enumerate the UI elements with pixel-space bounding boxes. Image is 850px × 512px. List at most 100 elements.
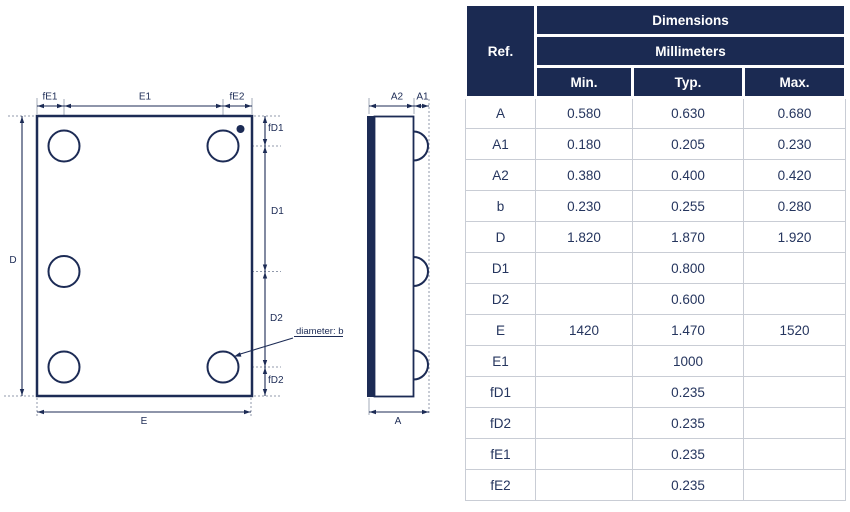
- table-row: fD1 0.235: [465, 376, 847, 408]
- label-D2: D2: [270, 313, 283, 324]
- min-cell: 1.820: [535, 221, 633, 253]
- max-cell: [742, 345, 847, 377]
- label-D1: D1: [271, 206, 284, 217]
- min-cell: 0.580: [535, 97, 633, 129]
- ball-pad-circle: [47, 129, 81, 163]
- ref-cell: fE2: [465, 469, 536, 501]
- typ-header: Typ.: [631, 65, 745, 99]
- ref-header: Ref.: [464, 3, 537, 99]
- dimension-lines: [21, 105, 429, 413]
- max-cell: 0.230: [742, 128, 847, 160]
- ref-cell: b: [465, 190, 536, 222]
- table-row: E 1420 1.470 1520: [465, 314, 847, 346]
- label-A1: A1: [416, 92, 429, 103]
- ref-cell: fE1: [465, 438, 536, 470]
- ref-cell: fD1: [465, 376, 536, 408]
- min-cell: [535, 283, 633, 315]
- table-row: A 0.580 0.630 0.680: [465, 97, 847, 129]
- max-cell: [742, 469, 847, 501]
- max-cell: [742, 438, 847, 470]
- table-row: E1 1000: [465, 345, 847, 377]
- max-cell: 1520: [742, 314, 847, 346]
- max-header: Max.: [741, 65, 848, 99]
- typ-cell: 0.235: [632, 438, 744, 470]
- table-row: D2 0.600: [465, 283, 847, 315]
- table-row: A1 0.180 0.205 0.230: [465, 128, 847, 160]
- typ-cell: 1000: [632, 345, 744, 377]
- ref-cell: D2: [465, 283, 536, 315]
- table-row: fE1 0.235: [465, 438, 847, 470]
- typ-cell: 0.600: [632, 283, 744, 315]
- package-diagram: fE1 E1 fE2 D E fD1 D1 D2 fD2 diameter: b…: [4, 92, 430, 428]
- min-cell: 0.380: [535, 159, 633, 191]
- min-cell: [535, 376, 633, 408]
- ref-cell: E1: [465, 345, 536, 377]
- pin1-marker-dot: [236, 125, 245, 133]
- typ-cell: 0.205: [632, 128, 744, 160]
- ball-bump: [413, 130, 429, 162]
- side-view-body: [373, 115, 415, 398]
- side-view: [367, 115, 429, 398]
- table-row: fE2 0.235: [465, 469, 847, 501]
- ball-bump: [413, 349, 429, 381]
- max-cell: 0.280: [742, 190, 847, 222]
- dimension-arrowheads: [19, 103, 429, 415]
- typ-cell: 0.235: [632, 407, 744, 439]
- ball-pad-circle: [47, 255, 81, 288]
- label-diameter-b: diameter: b: [296, 326, 344, 337]
- ref-cell: D1: [465, 252, 536, 284]
- label-A: A: [395, 416, 402, 427]
- max-cell: 0.680: [742, 97, 847, 129]
- label-E1: E1: [139, 92, 152, 103]
- ball-pad-circle: [47, 350, 81, 384]
- side-view-substrate-bar: [367, 116, 375, 397]
- table-row: D1 0.800: [465, 252, 847, 284]
- max-cell: [742, 283, 847, 315]
- ref-cell: E: [465, 314, 536, 346]
- min-cell: [535, 438, 633, 470]
- table-row: fD2 0.235: [465, 407, 847, 439]
- typ-cell: 1.870: [632, 221, 744, 253]
- ball-bump: [413, 256, 429, 287]
- typ-cell: 0.255: [632, 190, 744, 222]
- dimensions-table-body: A 0.580 0.630 0.680 A1 0.180 0.205 0.230 A2 0.380…: [465, 97, 847, 501]
- side-view-balls: [413, 130, 429, 381]
- label-fD2: fD2: [268, 375, 284, 386]
- typ-cell: 0.235: [632, 376, 744, 408]
- min-cell: [535, 252, 633, 284]
- typ-cell: 0.630: [632, 97, 744, 129]
- package-body-outline: [35, 114, 254, 398]
- min-cell: [535, 345, 633, 377]
- label-fE2: fE2: [229, 92, 244, 103]
- dimensions-table: Ref. Dimensions Millimeters Min. Typ. Ma…: [464, 3, 848, 501]
- ref-cell: A: [465, 97, 536, 129]
- dimensions-table-header: Ref. Dimensions Millimeters Min. Typ. Ma…: [464, 3, 848, 99]
- label-fD1: fD1: [268, 123, 284, 134]
- typ-cell: 0.800: [632, 252, 744, 284]
- ref-cell: fD2: [465, 407, 536, 439]
- ball-pads: [47, 129, 240, 384]
- min-cell: 1420: [535, 314, 633, 346]
- ref-cell: D: [465, 221, 536, 253]
- ref-cell: A1: [465, 128, 536, 160]
- dimension-labels: fE1 E1 fE2 D E fD1 D1 D2 fD2 diameter: b…: [9, 92, 429, 428]
- millimeters-header: Millimeters: [533, 34, 848, 68]
- max-cell: [742, 376, 847, 408]
- max-cell: 0.420: [742, 159, 847, 191]
- label-fE1: fE1: [42, 92, 57, 103]
- min-cell: [535, 407, 633, 439]
- typ-cell: 1.470: [632, 314, 744, 346]
- min-cell: [535, 469, 633, 501]
- label-E: E: [141, 416, 148, 427]
- table-row: A2 0.380 0.400 0.420: [465, 159, 847, 191]
- max-cell: [742, 252, 847, 284]
- front-view: [35, 114, 254, 398]
- ball-pad-circle: [206, 129, 240, 163]
- label-A2: A2: [391, 92, 404, 103]
- dimensions-header: Dimensions: [533, 3, 848, 37]
- typ-cell: 0.400: [632, 159, 744, 191]
- table-row: b 0.230 0.255 0.280: [465, 190, 847, 222]
- label-D: D: [9, 255, 16, 266]
- max-cell: 1.920: [742, 221, 847, 253]
